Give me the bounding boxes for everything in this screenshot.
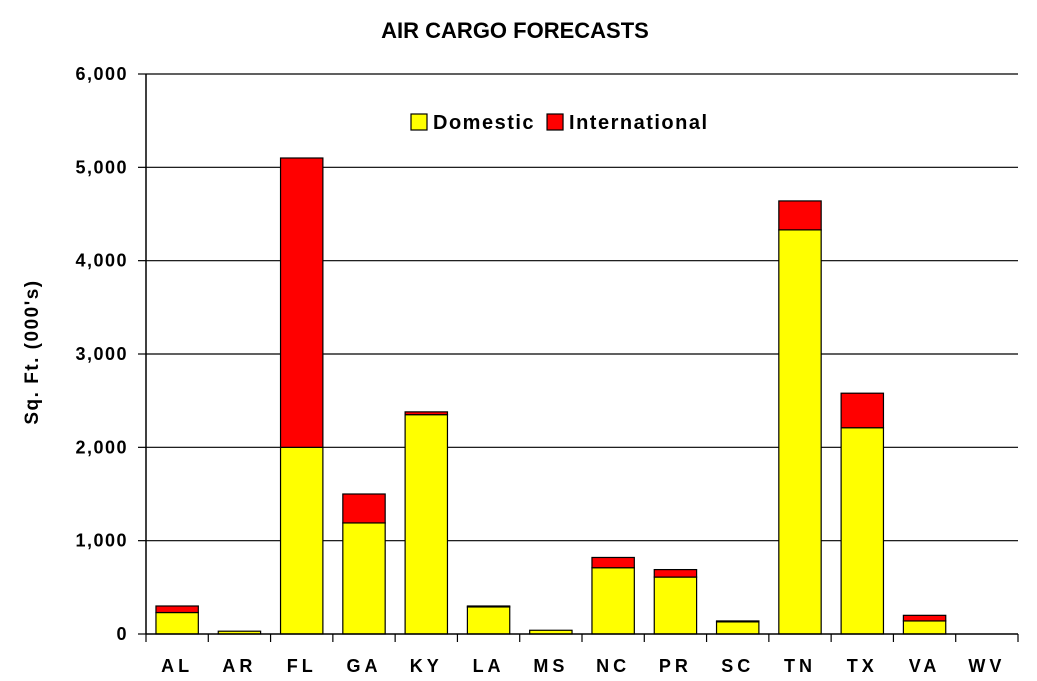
legend-swatch-domestic (410, 113, 428, 131)
bar-domestic-ga (342, 522, 386, 635)
bar-domestic-tx (840, 427, 885, 635)
bar-international-sc (715, 620, 760, 623)
x-tick-label: MS (533, 656, 568, 676)
bar-domestic-la (466, 606, 511, 635)
bar-international-va (902, 614, 947, 622)
bar-domestic-fl (279, 446, 324, 635)
bar-domestic-nc (591, 567, 635, 635)
bar-international-la (466, 605, 511, 608)
bars (155, 157, 947, 635)
legend-label-international: International (569, 112, 709, 134)
bar-domestic-ky (404, 414, 449, 635)
bar-international-fl (279, 157, 324, 448)
x-tick-label: KY (410, 656, 443, 676)
x-tick-label: SC (721, 656, 754, 676)
bar-domestic-al (155, 611, 199, 635)
y-tick-label: 6,000 (75, 64, 128, 84)
bar-international-ky (404, 411, 449, 416)
x-tick-label: GA (347, 656, 382, 676)
bar-international-al (155, 605, 199, 614)
bar-international-pr (653, 568, 698, 578)
x-tick-label: TN (784, 656, 816, 676)
y-axis-label: Sq. Ft. (000's) (22, 279, 43, 424)
chart-title: AIR CARGO FORECASTS (381, 18, 649, 43)
bar-international-ga (342, 493, 386, 524)
y-tick-label: 0 (116, 624, 128, 644)
x-tick-label: TX (847, 656, 878, 676)
bar-domestic-sc (715, 621, 760, 635)
y-tick-label: 4,000 (75, 251, 128, 271)
legend: Domestic International (410, 112, 709, 134)
x-tick-label: NC (596, 656, 630, 676)
x-tick-label: AR (222, 656, 256, 676)
x-tick-labels: AL AR FL GA KY LA MS NC PR SC TN TX VA WV (145, 634, 1019, 676)
legend-swatch-international (546, 113, 564, 131)
grid-lines (138, 73, 1018, 635)
y-tick-label: 2,000 (75, 437, 128, 457)
legend-label-domestic: Domestic (433, 112, 535, 134)
bar-international-tx (840, 392, 885, 429)
x-tick-label: AL (161, 656, 193, 676)
y-tick-label: 5,000 (75, 157, 128, 177)
bar-domestic-pr (653, 576, 698, 635)
x-tick-label: WV (968, 656, 1005, 676)
x-tick-label: PR (659, 656, 692, 676)
y-tick-label: 3,000 (75, 344, 128, 364)
bar-domestic-tn (778, 229, 822, 635)
x-tick-label: LA (473, 656, 505, 676)
x-tick-label: VA (909, 656, 941, 676)
y-tick-labels: 0 1,000 2,000 3,000 4,000 5,000 6,000 (75, 64, 128, 644)
x-tick-label: FL (287, 656, 317, 676)
bar-international-tn (778, 200, 822, 231)
bar-international-nc (591, 556, 635, 569)
bar-domestic-va (902, 620, 947, 635)
y-tick-label: 1,000 (75, 531, 128, 551)
